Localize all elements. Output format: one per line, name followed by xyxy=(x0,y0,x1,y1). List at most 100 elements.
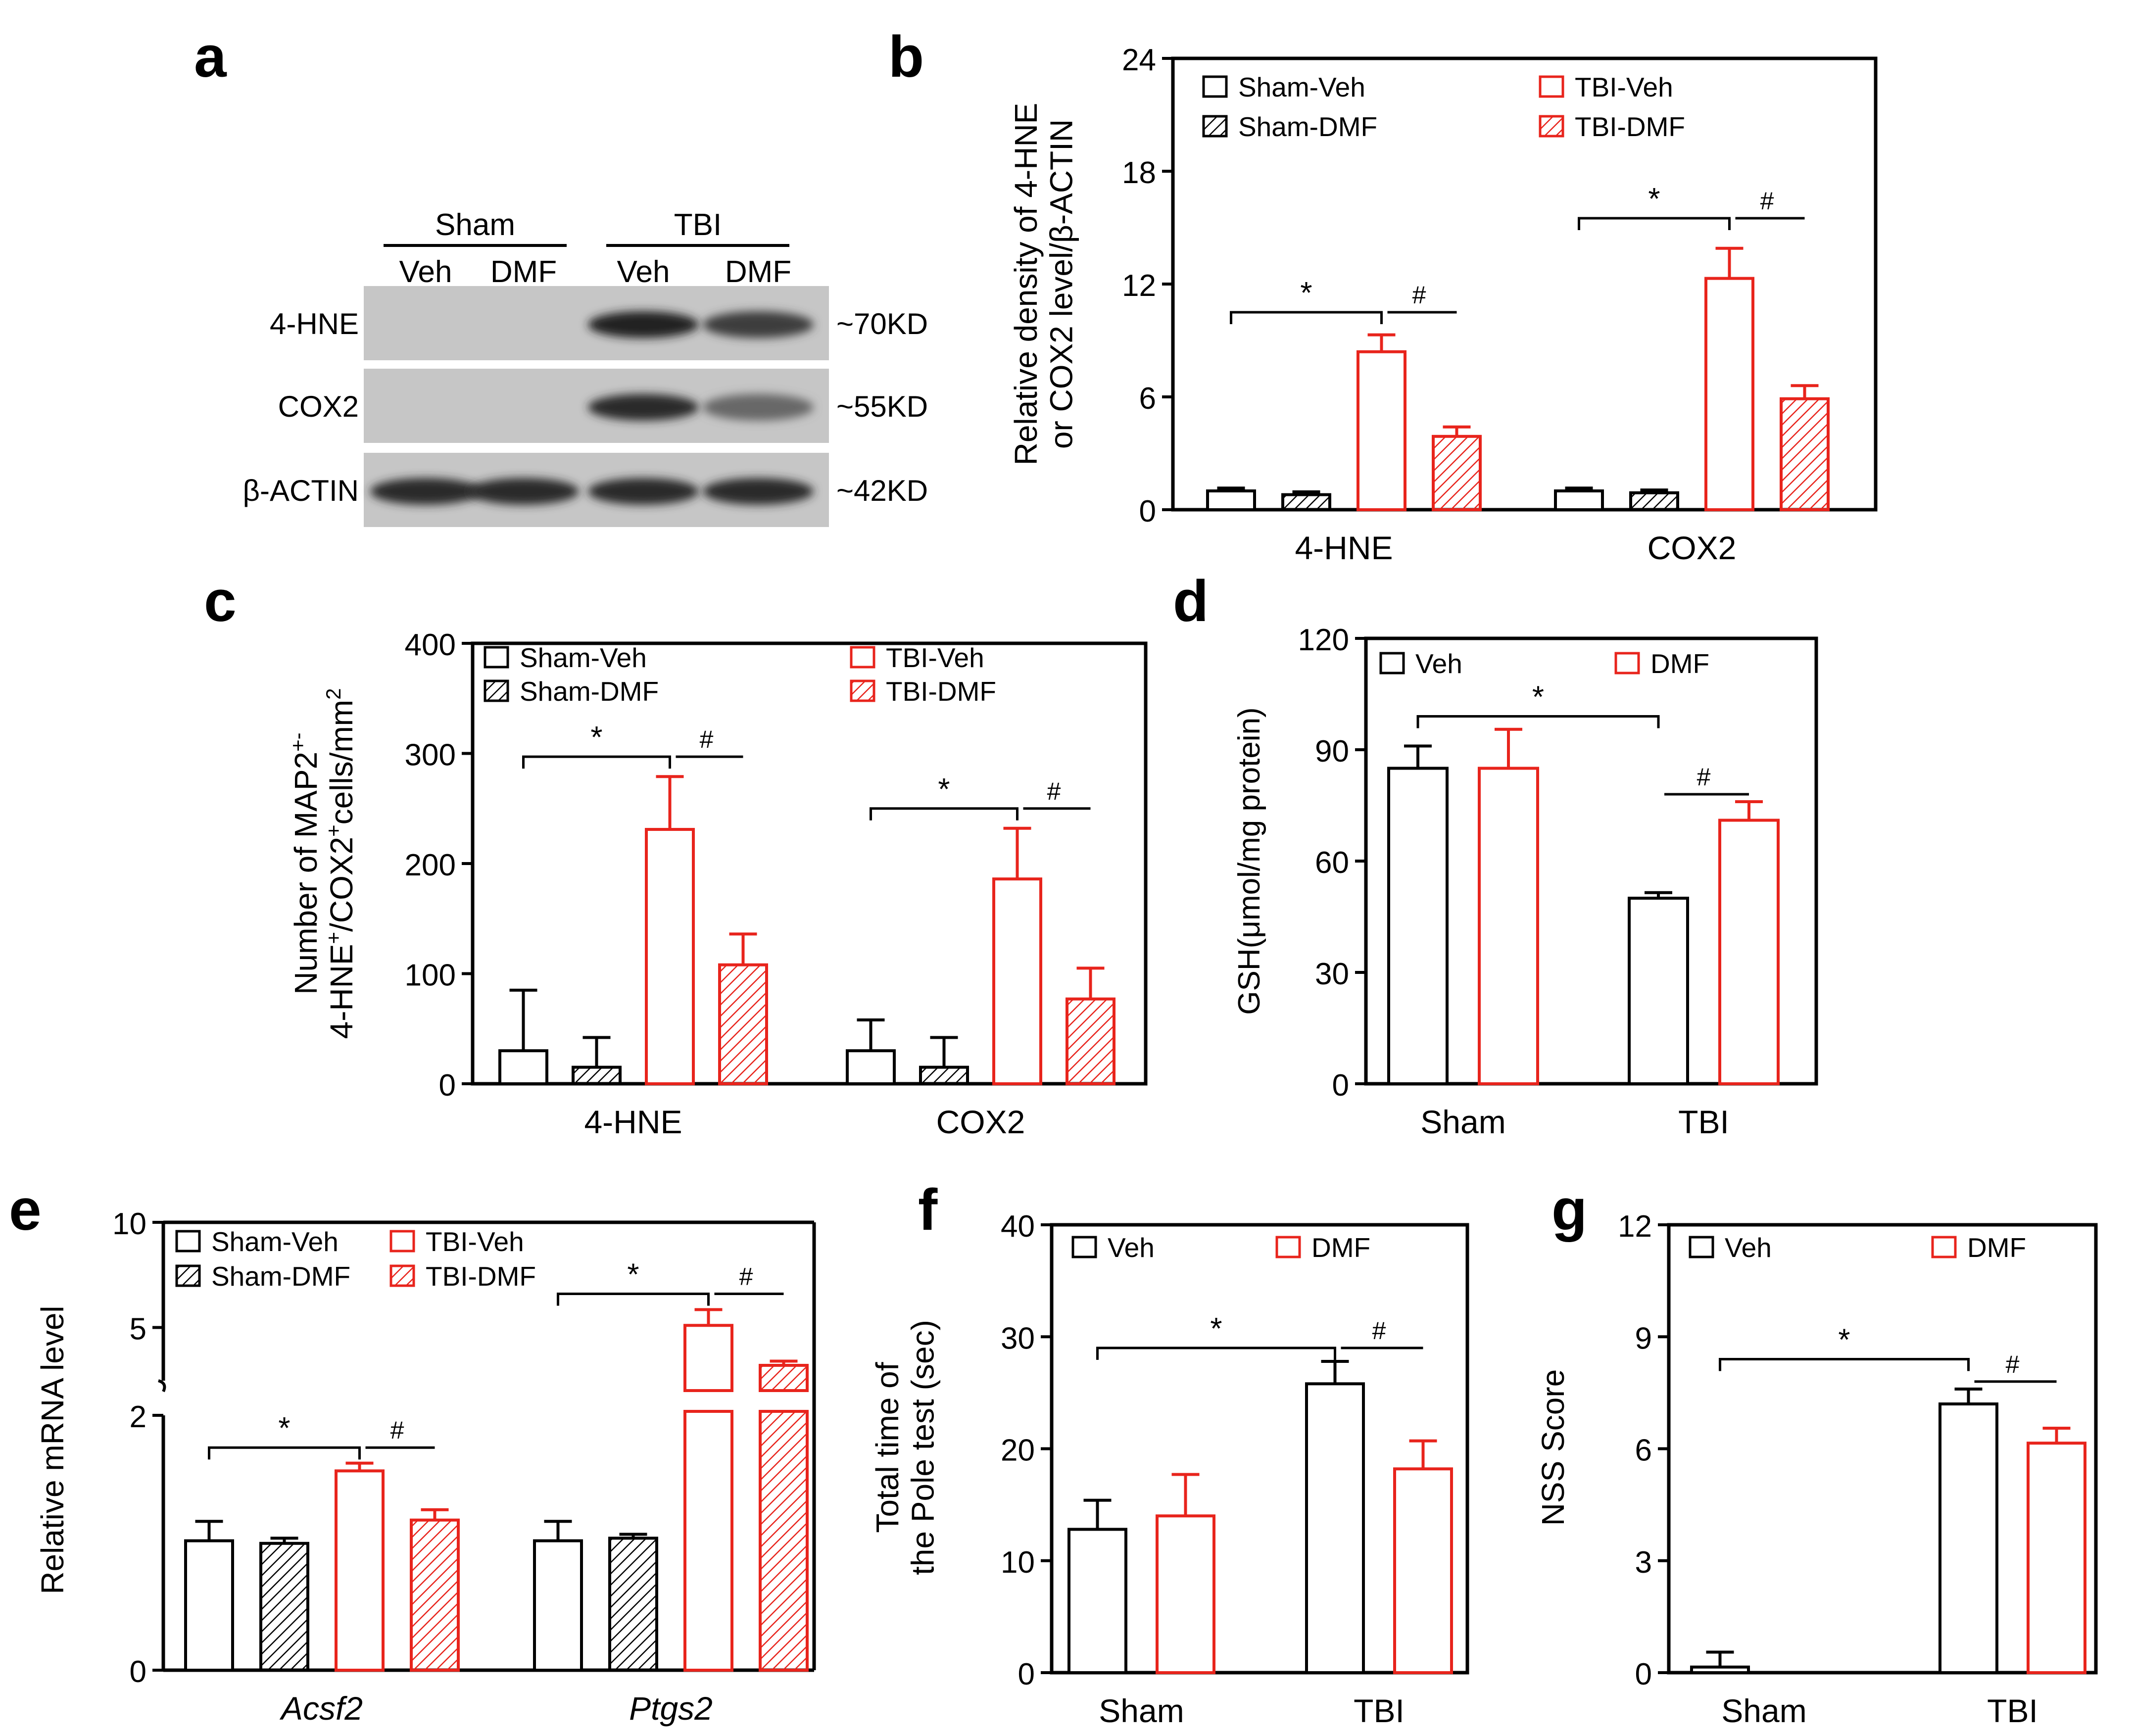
f-legend-swatch-1 xyxy=(1275,1236,1301,1258)
e-bar-lower-3-1 xyxy=(759,1410,809,1672)
g-legend-swatch-1 xyxy=(1931,1236,1957,1258)
d-xlabel-0: Sham xyxy=(1420,1104,1505,1140)
blot-row-size-2: ~42KD xyxy=(836,474,928,507)
b-ytick-label-0: 0 xyxy=(1139,494,1156,529)
blot-row-label-0: 4-HNE xyxy=(270,307,359,340)
d-sig-symbol-1: # xyxy=(1697,763,1711,791)
e-sig-symbol-3: # xyxy=(739,1263,753,1291)
b-bar-3-1 xyxy=(1780,397,1830,511)
g-xlabel-1: TBI xyxy=(1987,1692,2038,1729)
d-xlabel-1: TBI xyxy=(1678,1104,1729,1140)
e-legend-swatch-3 xyxy=(389,1264,415,1287)
c-ytick-label-4: 400 xyxy=(405,628,456,662)
c-bar-2-1 xyxy=(992,877,1042,1086)
f-sig-bracket-0 xyxy=(1096,1347,1336,1360)
b-sig-bracket-2 xyxy=(1578,217,1731,230)
blot-band-r1-l2 xyxy=(588,394,699,421)
d-sig-symbol-0: * xyxy=(1532,680,1544,715)
e-ytick-label-0: 0 xyxy=(130,1655,146,1689)
b-sig-symbol-1: # xyxy=(1412,281,1426,309)
c-legend-label-1: Sham-DMF xyxy=(520,676,659,707)
c-ytick-label-0: 0 xyxy=(439,1068,456,1103)
g-ytick-label-3: 9 xyxy=(1635,1321,1652,1355)
blot-band-r1-l3 xyxy=(703,394,814,421)
c-axes-frame xyxy=(471,641,1148,1086)
c-ylabel-0: Number of MAP2+- xyxy=(286,732,324,994)
b-legend-label-2: TBI-Veh xyxy=(1575,72,1673,102)
c-ylabel-1-part-0: 4-HNE xyxy=(324,944,359,1039)
c-bar-0-0 xyxy=(498,1049,548,1085)
c-ytick-label-1: 100 xyxy=(405,959,456,993)
panel-label-a: a xyxy=(194,24,227,90)
c-legend-label-2: TBI-Veh xyxy=(886,642,984,673)
g-bar-0-1 xyxy=(1939,1402,1998,1674)
panel-f-chart: 0 10 20 30 40 Sham TBI * # Veh DMF Total time of the… xyxy=(870,1209,1469,1729)
f-ylabel-1: the Pole test (sec) xyxy=(905,1320,941,1575)
c-legend-label-3: TBI-DMF xyxy=(886,676,996,707)
g-sig-symbol-0: * xyxy=(1838,1323,1850,1357)
d-ytick-label-4: 120 xyxy=(1298,623,1349,657)
e-bar-lower-2-1 xyxy=(683,1410,733,1672)
e-bar-2-1 xyxy=(683,1324,733,1392)
f-ylabel-0: Total time of xyxy=(870,1362,905,1533)
g-xlabel-0: Sham xyxy=(1721,1692,1806,1729)
c-bar-0-1 xyxy=(846,1049,896,1085)
b-legend-label-1: Sham-DMF xyxy=(1238,111,1377,142)
d-bar-1-1 xyxy=(1718,819,1780,1085)
e-legend-label-1: Sham-DMF xyxy=(211,1261,350,1292)
e-bar-2-0 xyxy=(335,1469,385,1672)
c-ylabel-1: 4-HNE+/COX2+cells/mm2 xyxy=(322,688,359,1039)
f-xlabel-0: Sham xyxy=(1099,1692,1184,1729)
e-xlabel-0: Acsf2 xyxy=(279,1690,363,1727)
c-bar-3-1 xyxy=(1066,997,1115,1086)
blot-row-label-1: COX2 xyxy=(278,390,359,423)
c-ylabel-1-part-3: + xyxy=(322,824,345,837)
western-blot: Sham TBI Veh DMF Veh DMF 4-HNE ~70KD COX2 ~… xyxy=(243,208,928,527)
e-bar-3-0 xyxy=(410,1518,460,1672)
b-bar-0-1 xyxy=(1554,489,1604,511)
e-bar-0-0 xyxy=(184,1539,234,1672)
b-legend-swatch-1 xyxy=(1202,115,1228,138)
c-xlabel-1: COX2 xyxy=(936,1104,1025,1140)
e-axis-break-mark xyxy=(158,1379,166,1393)
panel-label-b: b xyxy=(888,24,924,90)
d-bar-1-0 xyxy=(1478,767,1539,1085)
f-ytick-label-1: 10 xyxy=(1001,1545,1035,1580)
blot-band-r2-l3 xyxy=(703,478,814,505)
b-sig-symbol-2: * xyxy=(1648,182,1660,216)
f-ytick-label-4: 40 xyxy=(1001,1209,1035,1244)
d-legend-swatch-1 xyxy=(1614,652,1640,675)
g-ytick-label-1: 3 xyxy=(1635,1545,1652,1580)
c-sig-symbol-1: # xyxy=(700,725,714,753)
c-legend-label-0: Sham-Veh xyxy=(520,642,647,673)
e-sig-bracket-0 xyxy=(208,1446,361,1460)
panel-g-chart: 0 3 6 9 12 Sham TBI * # Veh DMF NSS Score xyxy=(1535,1209,2098,1729)
panel-label-e: e xyxy=(9,1177,42,1243)
c-ylabel-1-part-4: cells/mm xyxy=(324,700,359,824)
c-ylabel-0-sup: + xyxy=(286,739,309,752)
f-bar-1-0 xyxy=(1156,1514,1215,1674)
g-ytick-label-4: 12 xyxy=(1618,1209,1652,1244)
c-ylabel-1-part-1: + xyxy=(322,932,345,944)
d-legend-label-0: Veh xyxy=(1415,648,1462,679)
b-bar-2-1 xyxy=(1704,277,1754,511)
f-bar-0-0 xyxy=(1067,1528,1127,1674)
blot-row-size-0: ~70KD xyxy=(836,307,928,340)
blot-lane-4: DMF xyxy=(725,255,791,289)
f-legend-swatch-0 xyxy=(1071,1236,1097,1258)
e-sig-symbol-0: * xyxy=(278,1411,290,1446)
f-ytick-label-2: 20 xyxy=(1001,1434,1035,1468)
blot-band-r2-l0 xyxy=(370,478,481,505)
c-ytick-label-2: 200 xyxy=(405,848,456,882)
blot-band-r2-l2 xyxy=(588,478,699,505)
c-ylabel-1-part-5: 2 xyxy=(322,688,345,700)
e-xlabel-1: Ptgs2 xyxy=(629,1690,713,1727)
g-legend-label-0: Veh xyxy=(1725,1232,1772,1263)
blot-band-r0-l3 xyxy=(703,311,814,338)
c-sig-bracket-2 xyxy=(870,807,1018,820)
e-legend-label-2: TBI-Veh xyxy=(426,1226,524,1257)
f-bar-1-1 xyxy=(1393,1467,1453,1675)
blot-row-size-1: ~55KD xyxy=(836,390,928,423)
c-legend-swatch-1 xyxy=(484,679,509,702)
blot-lane-3: Veh xyxy=(617,255,670,289)
